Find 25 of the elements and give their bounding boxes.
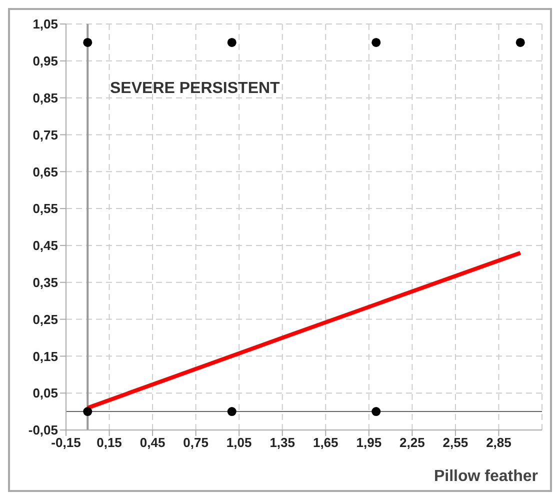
x-tick-label: 2,25 <box>400 435 425 450</box>
x-tick-label: 1,95 <box>356 435 382 450</box>
y-tick-label: 0,15 <box>32 348 58 364</box>
y-tick-label: -0,05 <box>28 422 58 438</box>
annotation: SEVERE PERSISTENT <box>110 80 280 98</box>
x-tick-label: 0,45 <box>140 435 166 450</box>
x-tick-label: 0,15 <box>96 435 122 450</box>
x-tick-label: -0,15 <box>51 435 81 450</box>
y-tick-label: 0,65 <box>32 164 58 180</box>
y-tick-label: 0,85 <box>32 90 58 106</box>
x-tick-label: 1,35 <box>270 435 296 450</box>
x-axis-title: Pillow feather <box>434 468 538 486</box>
y-tick-label: 0,35 <box>32 274 58 290</box>
y-tick-label: 0,75 <box>32 127 58 142</box>
y-tick-label: 0,95 <box>32 54 58 69</box>
x-tick-label: 2,85 <box>486 435 512 450</box>
x-tick-label: 0,75 <box>183 435 208 450</box>
y-tick-label: 1,05 <box>32 16 58 32</box>
y-tick-label: 0,05 <box>32 386 58 401</box>
y-tick-label: 0,45 <box>32 238 58 254</box>
x-tick-label: 1,05 <box>226 435 252 450</box>
x-tick-label: 2,55 <box>442 435 468 450</box>
x-tick-label: 1,65 <box>312 435 338 450</box>
y-tick-label: 0,55 <box>32 201 58 216</box>
y-tick-label: 0,25 <box>32 312 58 327</box>
